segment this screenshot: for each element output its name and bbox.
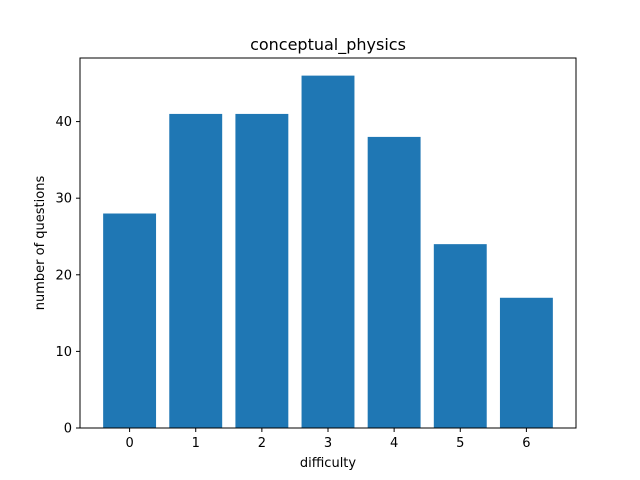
x-axis-label: difficulty: [300, 456, 357, 471]
bar-4: [367, 136, 421, 428]
bar-5: [433, 244, 487, 428]
x-tick-label-6: 6: [522, 436, 530, 451]
y-tick-label-30: 30: [55, 192, 72, 207]
x-tick-label-2: 2: [258, 436, 266, 451]
bar-6: [499, 297, 553, 428]
y-axis-label: number of questions: [33, 176, 48, 311]
x-tick-label-3: 3: [324, 436, 332, 451]
bar-1: [169, 113, 223, 428]
bar-3: [301, 75, 355, 428]
y-tick-label-10: 10: [55, 345, 72, 360]
bar-0: [103, 213, 157, 428]
bars-layer: [103, 75, 553, 428]
x-tick-label-0: 0: [125, 436, 133, 451]
y-tick-label-0: 0: [64, 422, 72, 437]
x-tick-label-1: 1: [192, 436, 200, 451]
x-tick-label-4: 4: [390, 436, 398, 451]
x-tick-label-5: 5: [456, 436, 464, 451]
ticks-layer: 0 1 2 3 4 5 6 0 10 20 30 40: [55, 115, 530, 451]
bar-2: [235, 113, 289, 428]
chart-title: conceptual_physics: [250, 35, 406, 55]
y-tick-label-20: 20: [55, 268, 72, 283]
y-tick-label-40: 40: [55, 115, 72, 130]
